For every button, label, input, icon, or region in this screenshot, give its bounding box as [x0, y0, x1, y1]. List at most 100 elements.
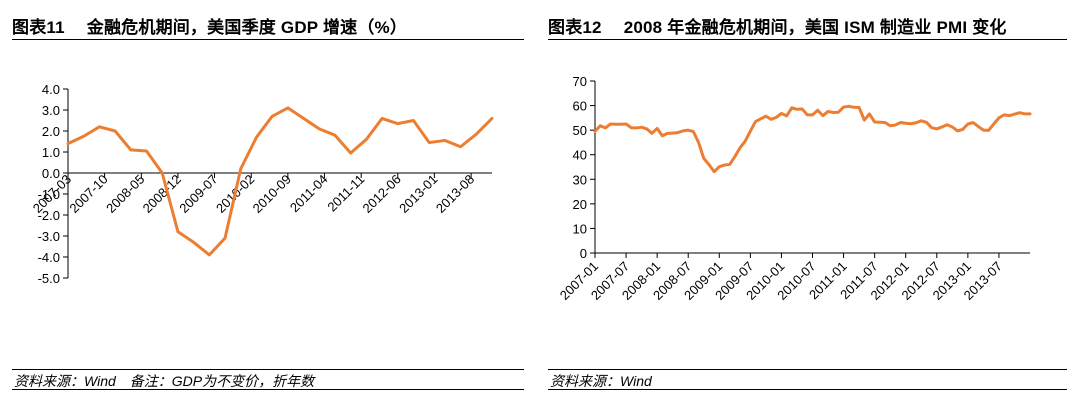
- gdp-figure-caption: 金融危机期间，美国季度 GDP 增速（%）: [86, 18, 408, 37]
- pmi-data-point: [1018, 111, 1021, 114]
- pmi-data-point: [972, 121, 975, 124]
- gdp-data-point: [82, 135, 85, 138]
- pmi-data-point: [619, 123, 622, 126]
- pmi-data-point: [852, 106, 855, 109]
- pmi-data-point: [718, 165, 721, 168]
- pmi-data-point: [764, 115, 767, 118]
- gdp-data-point: [239, 167, 242, 170]
- gdp-data-point: [176, 230, 179, 233]
- gdp-x-tick-label: 2008-12: [140, 172, 184, 216]
- pmi-y-tick-label: 70: [573, 74, 587, 89]
- pmi-data-point: [966, 123, 969, 126]
- pmi-data-point: [687, 129, 690, 132]
- pmi-data-point: [594, 130, 597, 133]
- gdp-data-point: [475, 133, 478, 136]
- pmi-data-point: [790, 106, 793, 109]
- pmi-data-point: [692, 130, 695, 133]
- pmi-data-point: [614, 123, 617, 126]
- gdp-panel: 图表11 金融危机期间，美国季度 GDP 增速（%） 4.0 3.0 2.0 1.0 0.…: [0, 0, 532, 404]
- pmi-source: 资料来源：Wind: [550, 371, 652, 391]
- gdp-data-point: [365, 138, 368, 141]
- pmi-data-point: [661, 134, 664, 137]
- pmi-data-point: [697, 141, 700, 144]
- pmi-chart-title: 图表12 2008 年金融危机期间，美国 ISM 制造业 PMI 变化: [548, 13, 1007, 38]
- pmi-data-point: [785, 114, 788, 117]
- gdp-x-tick-label: 2011-04: [287, 172, 331, 216]
- pmi-y-tick-label: 60: [573, 99, 587, 114]
- pmi-data-point: [795, 108, 798, 111]
- pmi-data-point: [899, 121, 902, 124]
- gdp-data-point: [381, 117, 384, 120]
- pmi-data-point: [832, 111, 835, 114]
- gdp-source-rule-top: [12, 369, 524, 370]
- pmi-panel: 图表12 2008 年金融危机期间，美国 ISM 制造业 PMI 变化 70 60 5…: [536, 0, 1075, 404]
- gdp-title-rule: [12, 39, 524, 40]
- pmi-series-line: [593, 104, 1032, 174]
- gdp-y-tick-label: 0.0: [42, 166, 60, 181]
- pmi-data-point: [609, 123, 612, 126]
- pmi-data-point: [770, 118, 773, 121]
- pmi-data-point: [650, 132, 653, 135]
- pmi-data-point: [889, 124, 892, 127]
- gdp-data-point: [145, 149, 148, 152]
- gdp-source: 资料来源：Wind 备注：GDP为不变价，折年数: [14, 371, 314, 391]
- pmi-data-point: [925, 121, 928, 124]
- pmi-data-point: [930, 126, 933, 129]
- pmi-data-point: [604, 126, 607, 129]
- pmi-data-point: [982, 129, 985, 132]
- pmi-data-point: [837, 111, 840, 114]
- pmi-source-text: 资料来源：Wind: [550, 373, 652, 389]
- pmi-data-point: [775, 116, 778, 119]
- gdp-data-point: [129, 148, 132, 151]
- pmi-data-point: [728, 163, 731, 166]
- pmi-data-point: [1029, 112, 1032, 115]
- gdp-y-tick-label: 4.0: [42, 82, 60, 97]
- gdp-line-chart: 4.0 3.0 2.0 1.0 0.0 -1.0 -2.0 -3.0 -4.0 -5.0 2007…: [30, 82, 494, 286]
- gdp-y-tick-label: -3.0: [38, 229, 60, 244]
- gdp-y-tick-label: 1.0: [42, 145, 60, 160]
- pmi-title-rule: [548, 39, 1067, 40]
- gdp-chart-title: 图表11 金融危机期间，美国季度 GDP 增速（%）: [12, 13, 407, 38]
- pmi-data-point: [780, 112, 783, 115]
- gdp-series-line: [66, 106, 494, 257]
- pmi-data-point: [1008, 114, 1011, 117]
- pmi-data-point: [625, 123, 628, 126]
- gdp-y-tick-label: 2.0: [42, 124, 60, 139]
- pmi-data-point: [707, 163, 710, 166]
- pmi-data-point: [759, 117, 762, 120]
- pmi-data-point: [645, 127, 648, 130]
- pmi-source-rule-top: [548, 369, 1067, 370]
- pmi-data-point: [723, 164, 726, 167]
- pmi-data-point: [666, 132, 669, 135]
- pmi-data-point: [702, 157, 705, 160]
- pmi-data-point: [987, 129, 990, 132]
- gdp-data-point: [302, 117, 305, 120]
- pmi-data-point: [599, 124, 602, 127]
- gdp-data-point: [255, 136, 258, 139]
- pmi-data-point: [635, 126, 638, 129]
- pmi-data-point: [904, 122, 907, 125]
- gdp-x-tick-label: 2013-08: [433, 172, 477, 216]
- pmi-data-point: [656, 127, 659, 130]
- gdp-x-tick-label: 2008-05: [103, 172, 147, 216]
- pmi-data-point: [951, 125, 954, 128]
- gdp-x-tick-label: 2011-11: [324, 172, 367, 215]
- pmi-data-point: [858, 106, 861, 109]
- pmi-data-point: [842, 106, 845, 109]
- gdp-data-point: [192, 241, 195, 244]
- gdp-source-rule-bottom: [12, 389, 524, 390]
- pmi-data-point: [739, 146, 742, 149]
- pmi-data-point: [878, 121, 881, 124]
- pmi-y-tick-label: 0: [580, 246, 587, 261]
- pmi-data-point: [676, 131, 679, 134]
- pmi-data-point: [868, 112, 871, 115]
- gdp-data-point: [318, 127, 321, 130]
- pmi-data-point: [977, 125, 980, 128]
- pmi-figure-number: 图表12: [548, 18, 602, 37]
- gdp-figure-number: 图表11: [12, 18, 65, 37]
- gdp-y-tick-label: -5.0: [38, 271, 60, 286]
- gdp-data-point: [428, 141, 431, 144]
- gdp-data-point: [396, 122, 399, 125]
- pmi-data-point: [744, 140, 747, 143]
